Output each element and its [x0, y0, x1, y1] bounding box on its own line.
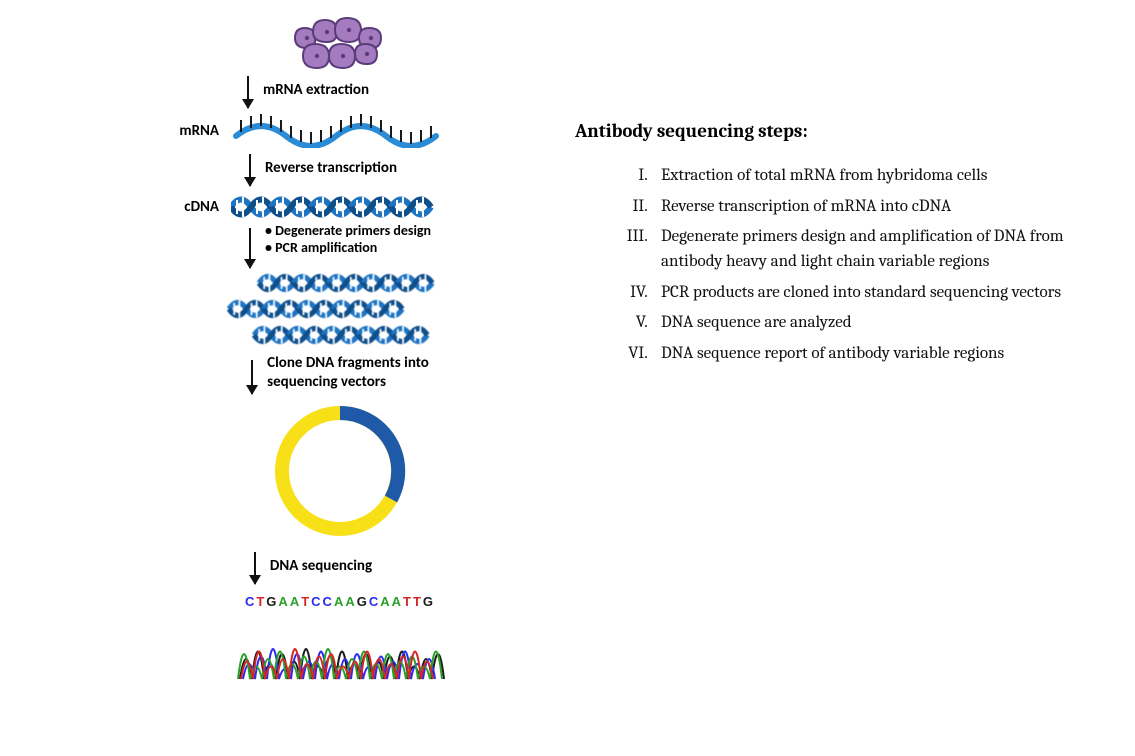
arrow-4: [251, 360, 253, 394]
step-3: Degenerate primers design and amplificat…: [651, 225, 1075, 274]
step-5: DNA sequence are analyzed: [651, 311, 1075, 336]
seq-base: A: [392, 594, 403, 609]
seq-base: C: [369, 594, 380, 609]
arrow-1: [247, 76, 249, 108]
seq-base: G: [423, 594, 435, 609]
seq-base: A: [278, 594, 289, 609]
chromatogram-icon: [235, 614, 445, 684]
bullet-pcr: PCR amplification: [265, 239, 431, 256]
seq-base: C: [311, 594, 322, 609]
amplified-dna: [215, 270, 465, 350]
seq-base: T: [413, 594, 423, 609]
steps-list: Extraction of total mRNA from hybridoma …: [575, 164, 1075, 366]
seq-base: A: [290, 594, 301, 609]
seq-base: G: [266, 594, 278, 609]
cdna-icon: [231, 192, 441, 222]
seq-base: A: [345, 594, 356, 609]
seq-base: G: [357, 594, 369, 609]
text-panel: Antibody sequencing steps: Extraction of…: [575, 120, 1075, 372]
page-root: mRNA extraction mRNA Reverse: [0, 0, 1135, 756]
seq-base: T: [403, 594, 413, 609]
label-mrna: mRNA: [159, 122, 219, 140]
step-2: Reverse transcription of mRNA into cDNA: [651, 195, 1075, 220]
arrow-2: [249, 154, 251, 186]
seq-base: C: [245, 594, 256, 609]
seq-base: T: [301, 594, 311, 609]
plasmid-icon: [265, 396, 415, 546]
cells-icon: [285, 10, 395, 70]
cells-cluster: [130, 10, 550, 70]
step-6: DNA sequence report of antibody variable…: [651, 342, 1075, 367]
sequence-readout: CTGAATCCAAGCAATTG: [245, 592, 435, 610]
label-primers-pcr: Degenerate primers design PCR amplificat…: [265, 222, 431, 256]
bullet-primers: Degenerate primers design: [265, 222, 431, 239]
label-reverse-transcription: Reverse transcription: [265, 159, 397, 177]
arrow-3: [249, 228, 251, 268]
label-dna-sequencing: DNA sequencing: [270, 557, 372, 575]
seq-base: T: [256, 594, 266, 609]
step-4: PCR products are cloned into standard se…: [651, 281, 1075, 306]
label-cdna: cDNA: [159, 198, 219, 216]
steps-title: Antibody sequencing steps:: [575, 120, 1075, 142]
label-mrna-extraction: mRNA extraction: [263, 81, 369, 99]
mrna-icon: [231, 114, 441, 148]
seq-base: A: [380, 594, 391, 609]
workflow-diagram: mRNA extraction mRNA Reverse: [130, 10, 550, 684]
seq-base: A: [334, 594, 345, 609]
step-1: Extraction of total mRNA from hybridoma …: [651, 164, 1075, 189]
arrow-5: [254, 552, 256, 584]
seq-base: C: [323, 594, 334, 609]
label-clone-fragments: Clone DNA fragments into sequencing vect…: [267, 354, 429, 392]
